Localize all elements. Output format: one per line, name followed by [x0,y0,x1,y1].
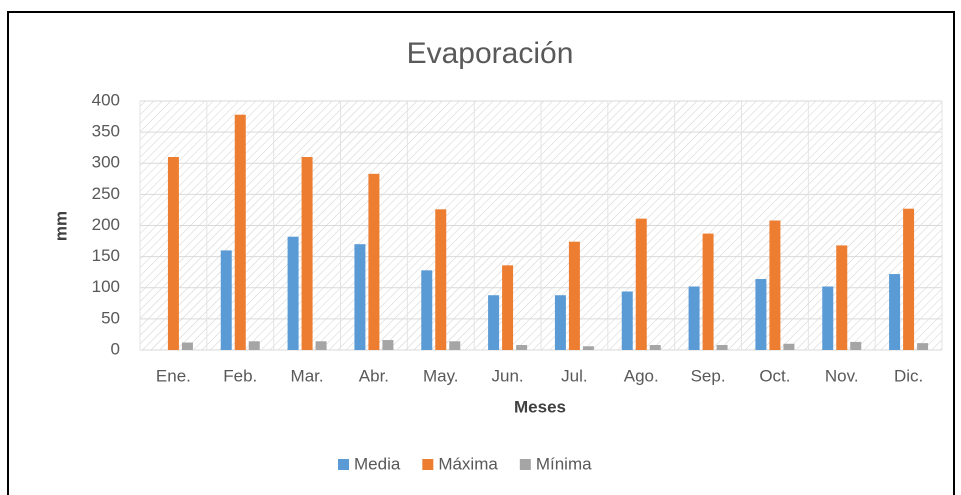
legend-swatch [422,459,434,470]
x-tick-label: Nov. [825,366,859,385]
bar [449,341,461,350]
bar [368,173,380,350]
y-tick-label: 350 [92,122,120,141]
bar [635,218,647,350]
bar [554,295,566,350]
y-tick-label: 250 [92,184,120,203]
bar [582,346,594,350]
bar [354,244,366,350]
bar [649,345,661,350]
x-tick-label: Mar. [291,366,324,385]
legend-swatch [338,459,349,470]
bar [822,286,834,350]
bar [167,157,179,350]
x-tick-label: Feb. [223,366,257,385]
bar [301,157,313,350]
y-tick-label: 400 [92,90,120,109]
y-axis-label: mm [51,211,70,241]
bar [502,265,514,350]
bar [755,279,767,350]
y-tick-label: 100 [92,277,120,296]
bar [382,340,394,350]
x-tick-label: Oct. [759,366,790,385]
bar [850,341,862,350]
y-tick-label: 0 [111,339,120,358]
legend-label: Media [354,454,401,473]
bar [220,250,232,350]
bar [889,274,901,350]
bar [488,295,500,350]
x-tick-label: May. [423,366,459,385]
x-tick-label: Jun. [492,366,524,385]
x-tick-label: Jul. [561,366,587,385]
bar [248,341,260,350]
bar [516,345,528,350]
legend-label: Máxima [438,454,498,473]
bar [702,233,714,350]
bar [716,345,728,350]
x-tick-label: Ene. [156,366,191,385]
bar [568,241,580,350]
bar [315,341,327,350]
y-tick-label: 150 [92,246,120,265]
chart-title: Evaporación [407,37,574,70]
bar [287,236,299,350]
bar [621,291,633,350]
y-tick-label: 50 [101,308,120,327]
y-tick-label: 200 [92,215,120,234]
bar [783,343,795,350]
y-tick-label: 300 [92,153,120,172]
bar [435,209,447,350]
bar [688,286,700,350]
bar [836,245,848,350]
x-tick-label: Dic. [894,366,923,385]
x-axis-label: Meses [514,397,566,416]
legend-label: Mínima [536,454,592,473]
x-tick-label: Abr. [359,366,389,385]
x-tick-label: Ago. [624,366,659,385]
bar [234,114,246,350]
bar [769,220,781,350]
bar [917,343,929,350]
legend-swatch [519,459,531,470]
x-tick-label: Sep. [691,366,726,385]
bar [421,270,433,350]
bar [903,208,915,350]
bar [181,342,193,350]
